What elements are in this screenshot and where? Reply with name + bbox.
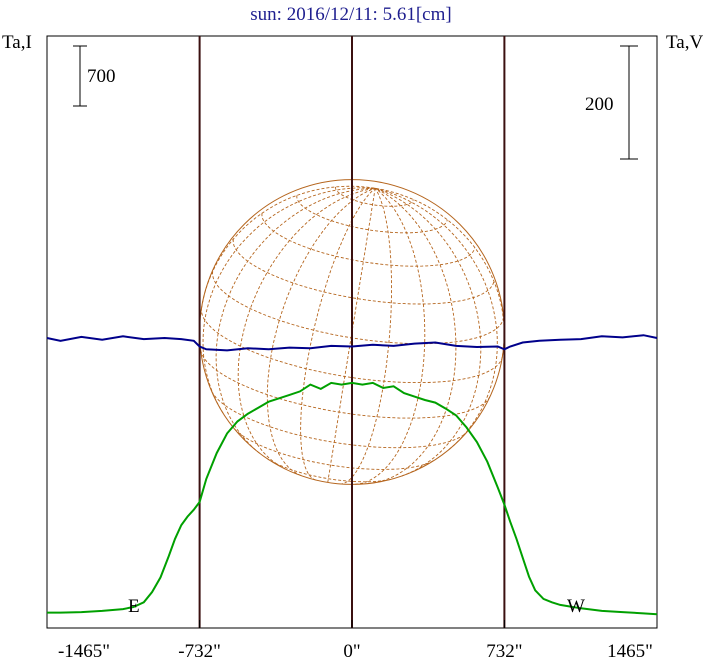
series-line-I xyxy=(47,381,658,616)
meridian-line xyxy=(355,187,426,485)
parallel-line xyxy=(211,391,467,449)
meridian-line xyxy=(375,187,498,450)
x-axis-ticks: -1465" -732" 0" 732" 1465" xyxy=(46,620,658,662)
meridian-line xyxy=(201,185,376,308)
meridian-line xyxy=(375,187,505,357)
meridian-line xyxy=(202,187,376,414)
x-tick-label: -732" xyxy=(178,641,221,662)
parallel-line xyxy=(261,213,476,267)
chart-title: sun: 2016/12/11: 5.61[cm] xyxy=(250,4,451,25)
meridian-line xyxy=(300,187,376,481)
limb-lines xyxy=(198,36,506,628)
x-tick-label: 732" xyxy=(486,641,522,662)
parallel-line xyxy=(200,350,491,419)
x-tick-label: 1465" xyxy=(607,641,653,662)
parallel-line xyxy=(296,195,448,234)
meridian-line xyxy=(371,187,457,484)
parallel-line xyxy=(234,428,434,470)
meridian-line xyxy=(237,187,376,470)
left-axis-label: Ta,I xyxy=(2,32,32,53)
parallel-line xyxy=(200,307,503,384)
east-limb-label: E xyxy=(128,596,140,617)
parallel-line xyxy=(266,458,394,483)
solar-disk-grid xyxy=(199,179,505,485)
meridian-line xyxy=(339,188,392,485)
x-tick-label: 0" xyxy=(343,641,360,662)
meridian-line xyxy=(327,188,376,483)
scale-bar-right xyxy=(620,45,638,160)
scale-bar-left xyxy=(73,45,87,107)
series-lines xyxy=(46,334,658,616)
parallel-line xyxy=(232,239,495,305)
right-axis-label: Ta,V xyxy=(666,32,703,53)
scale-bar-left-label: 700 xyxy=(87,66,116,87)
x-tick-label: -1465" xyxy=(58,641,110,662)
meridian-line xyxy=(215,187,376,454)
meridian-line xyxy=(375,187,482,477)
west-limb-label: W xyxy=(567,596,585,617)
meridian-line xyxy=(266,187,376,477)
scale-bar-right-label: 200 xyxy=(585,94,614,115)
parallel-line xyxy=(212,271,504,345)
series-line-V xyxy=(46,334,658,352)
